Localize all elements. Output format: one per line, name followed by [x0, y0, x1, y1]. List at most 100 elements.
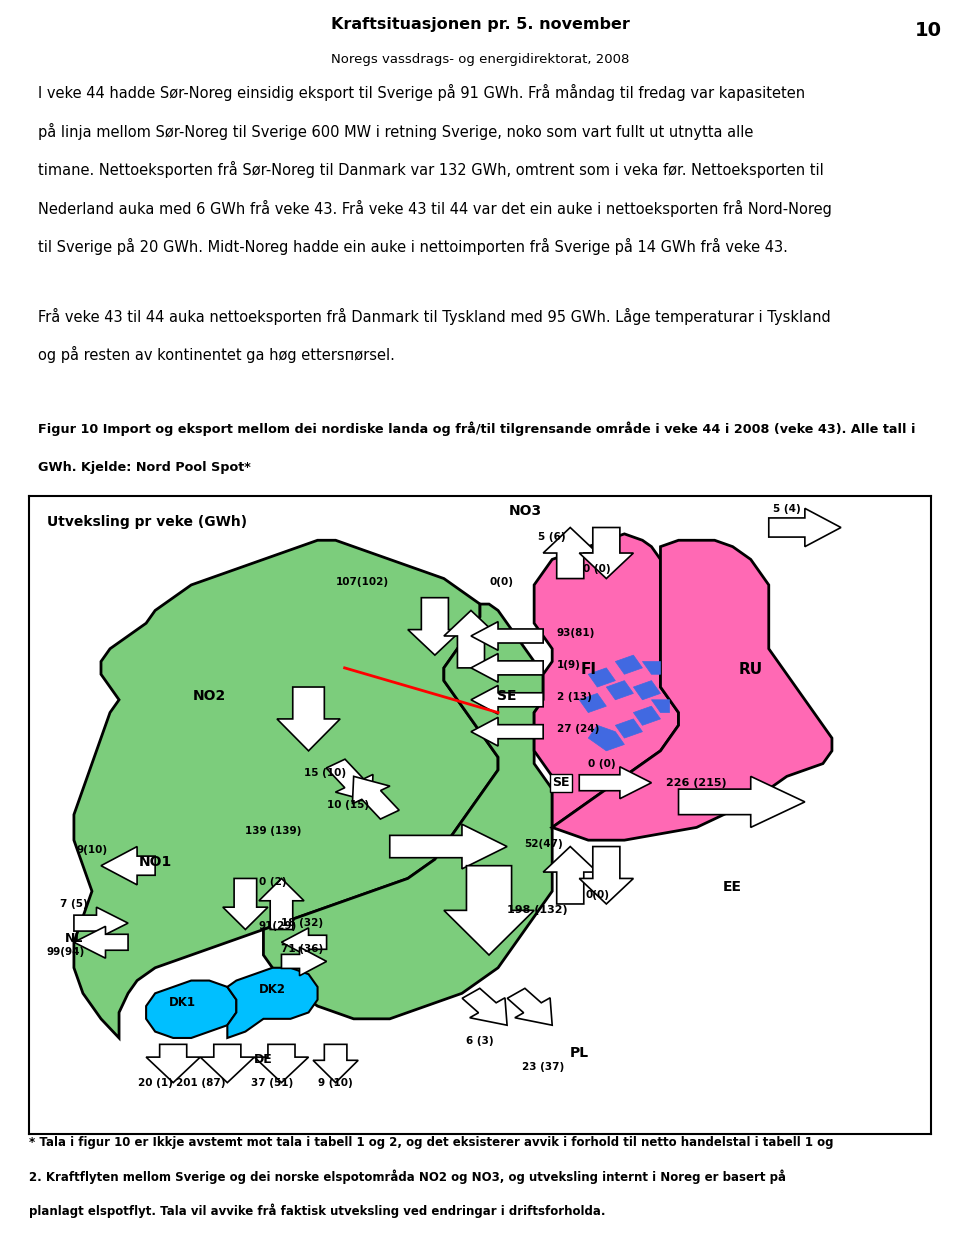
FancyArrow shape	[74, 927, 128, 958]
Text: Noregs vassdrags- og energidirektorat, 2008: Noregs vassdrags- og energidirektorat, 2…	[331, 53, 629, 66]
Polygon shape	[146, 980, 236, 1038]
Polygon shape	[642, 662, 660, 674]
Text: planlagt elspotflyt. Tala vil avvike frå faktisk utveksling ved endringar i drif: planlagt elspotflyt. Tala vil avvike frå…	[29, 1203, 606, 1218]
FancyArrow shape	[507, 989, 552, 1025]
Text: og på resten av kontinentet ga høg ettersпørsel.: og på resten av kontinentet ga høg etter…	[38, 346, 396, 363]
Text: 93(81): 93(81)	[557, 628, 595, 638]
FancyArrow shape	[281, 928, 326, 957]
Text: 1(9): 1(9)	[557, 659, 581, 670]
Text: 198 (132): 198 (132)	[507, 906, 567, 916]
Text: 9 (10): 9 (10)	[319, 1078, 353, 1088]
Text: 201 (87): 201 (87)	[176, 1078, 225, 1088]
FancyArrow shape	[313, 1044, 358, 1083]
Text: DE: DE	[254, 1053, 273, 1067]
Polygon shape	[534, 534, 679, 828]
Text: GWh. Kjelde: Nord Pool Spot*: GWh. Kjelde: Nord Pool Spot*	[38, 461, 252, 475]
Text: NO1: NO1	[138, 855, 172, 869]
Polygon shape	[607, 680, 634, 700]
Text: 2 (13): 2 (13)	[557, 691, 591, 701]
Polygon shape	[74, 540, 498, 1038]
Text: 6 (3): 6 (3)	[467, 1036, 493, 1047]
Text: PL: PL	[569, 1046, 588, 1061]
Text: 7 (5): 7 (5)	[60, 900, 88, 909]
Polygon shape	[652, 700, 669, 712]
Text: DK1: DK1	[169, 996, 196, 1009]
Text: Kraftsituasjonen pr. 5. november: Kraftsituasjonen pr. 5. november	[330, 17, 630, 32]
FancyArrow shape	[462, 989, 507, 1025]
FancyArrow shape	[579, 767, 652, 799]
Text: 226 (215): 226 (215)	[666, 778, 727, 788]
Text: I veke 44 hadde Sør-Noreg einsidig eksport til Sverige på 91 GWh. Frå måndag til: I veke 44 hadde Sør-Noreg einsidig ekspo…	[38, 84, 805, 102]
Text: 5 (4): 5 (4)	[773, 503, 801, 513]
FancyArrow shape	[146, 1044, 201, 1083]
Text: 99(94): 99(94)	[47, 947, 85, 957]
FancyArrow shape	[276, 686, 340, 751]
FancyArrow shape	[543, 846, 597, 904]
Polygon shape	[263, 605, 552, 1018]
Text: 139 (139): 139 (139)	[246, 825, 301, 836]
Text: Nederland auka med 6 GWh frå veke 43. Frå veke 43 til 44 var det ein auke i nett: Nederland auka med 6 GWh frå veke 43. Fr…	[38, 199, 832, 217]
FancyArrow shape	[471, 685, 543, 714]
FancyArrow shape	[579, 528, 634, 579]
Text: SE: SE	[552, 777, 569, 789]
Text: SE: SE	[497, 689, 516, 703]
Text: 9(10): 9(10)	[77, 845, 108, 855]
Text: FI: FI	[580, 663, 596, 678]
Text: 10: 10	[915, 21, 942, 41]
FancyArrow shape	[352, 777, 399, 819]
Polygon shape	[634, 706, 660, 725]
Text: NO2: NO2	[193, 689, 226, 703]
Polygon shape	[579, 694, 607, 712]
FancyArrow shape	[201, 1044, 254, 1083]
Text: 0 (0): 0 (0)	[588, 758, 616, 768]
Text: 0(0): 0(0)	[586, 890, 610, 900]
Text: på linja mellom Sør-Noreg til Sverige 600 MW i retning Sverige, noko som vart fu: på linja mellom Sør-Noreg til Sverige 60…	[38, 123, 754, 140]
FancyArrow shape	[471, 717, 543, 746]
Polygon shape	[588, 668, 615, 686]
Text: 91(29): 91(29)	[259, 922, 298, 932]
FancyArrow shape	[769, 508, 841, 546]
Text: 18 (32): 18 (32)	[281, 918, 324, 928]
Text: NL: NL	[64, 932, 84, 945]
FancyArrow shape	[74, 907, 128, 939]
Polygon shape	[552, 540, 832, 840]
Text: RU: RU	[738, 663, 763, 678]
FancyArrow shape	[679, 777, 804, 828]
Text: Frå veke 43 til 44 auka nettoeksporten frå Danmark til Tyskland med 95 GWh. Låge: Frå veke 43 til 44 auka nettoeksporten f…	[38, 307, 831, 325]
Text: 2. Kraftflyten mellom Sverige og dei norske elspotområda NO2 og NO3, og utveksli: 2. Kraftflyten mellom Sverige og dei nor…	[29, 1170, 786, 1184]
FancyArrow shape	[101, 846, 156, 885]
Text: 107(102): 107(102)	[336, 577, 389, 587]
Text: Utveksling pr veke (GWh): Utveksling pr veke (GWh)	[47, 514, 247, 529]
FancyArrow shape	[223, 878, 268, 929]
Polygon shape	[615, 655, 642, 674]
Text: 20 (1): 20 (1)	[137, 1078, 173, 1088]
FancyArrow shape	[444, 611, 498, 668]
Polygon shape	[634, 680, 660, 700]
Polygon shape	[588, 725, 624, 751]
Polygon shape	[615, 719, 642, 738]
Text: 15 (10): 15 (10)	[304, 768, 347, 778]
FancyArrow shape	[408, 597, 462, 655]
FancyArrow shape	[444, 866, 534, 955]
FancyArrow shape	[579, 846, 634, 904]
Text: DK2: DK2	[259, 984, 286, 996]
Text: 0(0): 0(0)	[489, 577, 513, 587]
Text: Figur 10 Import og eksport mellom dei nordiske landa og frå/til tilgrensande omr: Figur 10 Import og eksport mellom dei no…	[38, 421, 916, 436]
Text: * Tala i figur 10 er Ikkje avstemt mot tala i tabell 1 og 2, og det eksisterer a: * Tala i figur 10 er Ikkje avstemt mot t…	[29, 1136, 833, 1150]
Text: 5 (6): 5 (6)	[539, 533, 566, 543]
Text: 23 (37): 23 (37)	[522, 1062, 564, 1072]
FancyArrow shape	[471, 653, 543, 683]
Text: til Sverige på 20 GWh. Midt-Noreg hadde ein auke i nettoimporten frå Sverige på : til Sverige på 20 GWh. Midt-Noreg hadde …	[38, 238, 788, 255]
FancyArrow shape	[326, 760, 373, 802]
FancyArrow shape	[259, 878, 304, 929]
Text: 71 (36): 71 (36)	[281, 944, 324, 954]
FancyArrow shape	[543, 528, 597, 579]
FancyArrow shape	[281, 947, 326, 976]
Text: 0 (2): 0 (2)	[259, 877, 286, 887]
FancyArrow shape	[254, 1044, 308, 1083]
Text: 10 (15): 10 (15)	[326, 800, 369, 810]
Polygon shape	[228, 968, 318, 1038]
Text: timane. Nettoeksporten frå Sør-Noreg til Danmark var 132 GWh, omtrent som i veka: timane. Nettoeksporten frå Sør-Noreg til…	[38, 161, 824, 178]
Text: EE: EE	[723, 880, 742, 895]
Text: 0 (0): 0 (0)	[584, 564, 612, 574]
